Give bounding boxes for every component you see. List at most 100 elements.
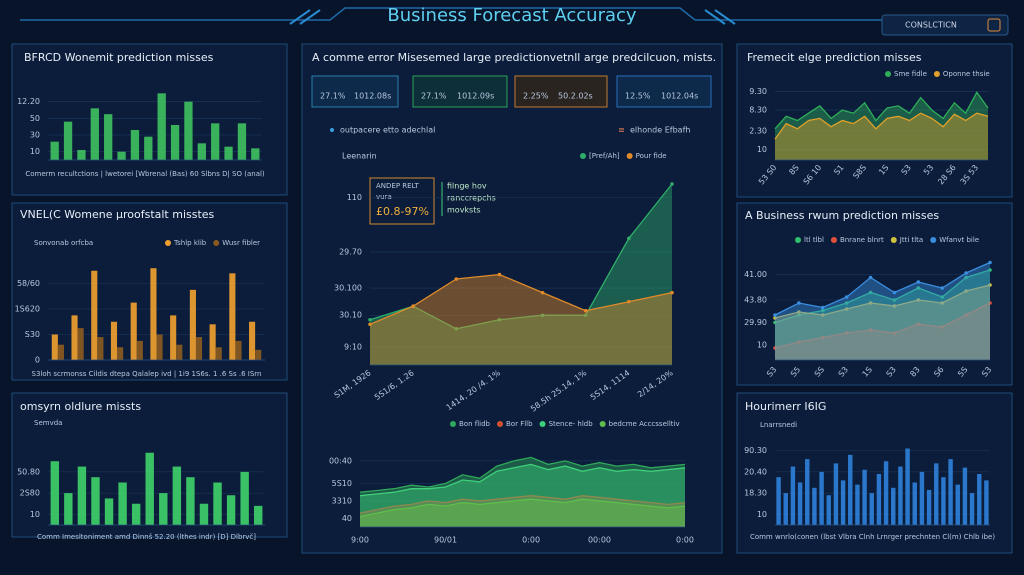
x-axis-label: Comm wnrlo(conen (lbst Vlbra Clnh Lrnrge… [750, 533, 995, 541]
header-deco [289, 9, 736, 25]
y-tick-label: 41.00 [744, 270, 767, 279]
chart-title: Fremecit elge prediction misses [747, 51, 922, 64]
point [964, 271, 968, 275]
kpi-box [412, 75, 508, 108]
label-dot [330, 128, 334, 132]
bar [136, 340, 143, 360]
bar [130, 130, 140, 160]
series-line [359, 498, 686, 518]
legend-swatch [599, 421, 606, 427]
panel [736, 392, 1013, 554]
bar [118, 482, 127, 525]
bar [91, 477, 100, 525]
y-tick-label: S30 [25, 330, 40, 339]
legend-swatch [795, 237, 801, 243]
legend-label: Stence- hldb [549, 420, 594, 428]
x-tick-label: 9:00 [351, 536, 369, 545]
bar [941, 477, 946, 525]
y-tick-label: 10 [757, 145, 767, 154]
bar [805, 459, 810, 525]
point [797, 313, 801, 317]
bar [934, 463, 939, 525]
bar [215, 347, 222, 360]
y-tick-label: 2.30 [749, 126, 767, 135]
bar [229, 273, 236, 360]
legend-swatch [830, 237, 837, 243]
bar [862, 469, 867, 525]
legend-swatch [497, 421, 503, 427]
header-button-label[interactable]: CONSLCTICN [905, 21, 957, 30]
chart-title: BFRCD Wonemit prediction misses [24, 51, 214, 64]
bar [254, 505, 263, 525]
kpi-box [514, 75, 608, 108]
legend-label: Tshlp klib [173, 239, 207, 247]
point [916, 322, 921, 326]
header-icon[interactable] [987, 18, 1001, 32]
bar [77, 328, 84, 360]
point [844, 331, 849, 335]
point [797, 310, 801, 314]
bar [150, 268, 157, 360]
point [773, 320, 777, 325]
legend-swatch [213, 240, 220, 246]
point [540, 290, 545, 295]
point [892, 331, 897, 335]
y-tick-label: 3310 [332, 496, 352, 505]
point [964, 313, 968, 317]
bar [255, 349, 262, 360]
y-tick-label: 9.30 [749, 87, 767, 96]
point [988, 260, 992, 265]
bar [790, 466, 796, 525]
bar [783, 493, 788, 525]
kpi-box [311, 75, 399, 108]
bar [826, 495, 831, 525]
legend-label: Oponne thsie [943, 70, 990, 78]
x-tick-label: 0:00 [522, 536, 540, 545]
point [868, 275, 873, 280]
legend-label: Wusr fibler [222, 239, 260, 247]
y-tick-label: 8.30 [749, 106, 767, 115]
point [916, 280, 921, 284]
point [844, 307, 849, 311]
point [844, 295, 849, 299]
kpi-value: 1012.04s [661, 92, 698, 101]
bar [117, 151, 126, 160]
panel [11, 43, 288, 196]
legend-label: Wfanvt bile [939, 236, 979, 244]
bar [159, 493, 168, 525]
y-tick-label: 43.80 [744, 296, 767, 305]
series-line [774, 261, 991, 316]
y-tick-label: 00:40 [329, 456, 352, 465]
point [820, 335, 825, 340]
bar [157, 93, 166, 160]
kpi-pct: 12.5% [625, 92, 651, 101]
bar [251, 148, 260, 160]
y-tick-label: 110 [347, 193, 362, 202]
bar [57, 344, 64, 360]
annotation: £0.8-97% [376, 205, 429, 218]
x-axis-label: S3loh scrmonss Cildis dtepa Qalalep ivd … [32, 370, 262, 378]
legend-swatch [580, 153, 586, 159]
bar [63, 121, 73, 160]
legend-swatch [450, 421, 456, 427]
point [940, 325, 945, 329]
y-tick-label: 9:10 [344, 342, 362, 351]
bar [172, 466, 182, 525]
bar [891, 487, 896, 525]
y-tick-label: 40 [342, 514, 352, 523]
point [368, 322, 372, 327]
header-button[interactable] [881, 14, 1009, 36]
bar [186, 477, 195, 525]
annotation: ANDEP RELT [376, 182, 420, 190]
point [844, 301, 849, 305]
area [370, 274, 672, 365]
y-tick-label: 10 [757, 341, 767, 350]
y-tick-label: 29.70 [339, 247, 362, 256]
bar [962, 467, 968, 525]
point [868, 301, 873, 305]
bar [211, 123, 220, 160]
legend-label: Bor Fllb [506, 420, 533, 428]
bar [50, 461, 59, 525]
bar [77, 466, 87, 525]
